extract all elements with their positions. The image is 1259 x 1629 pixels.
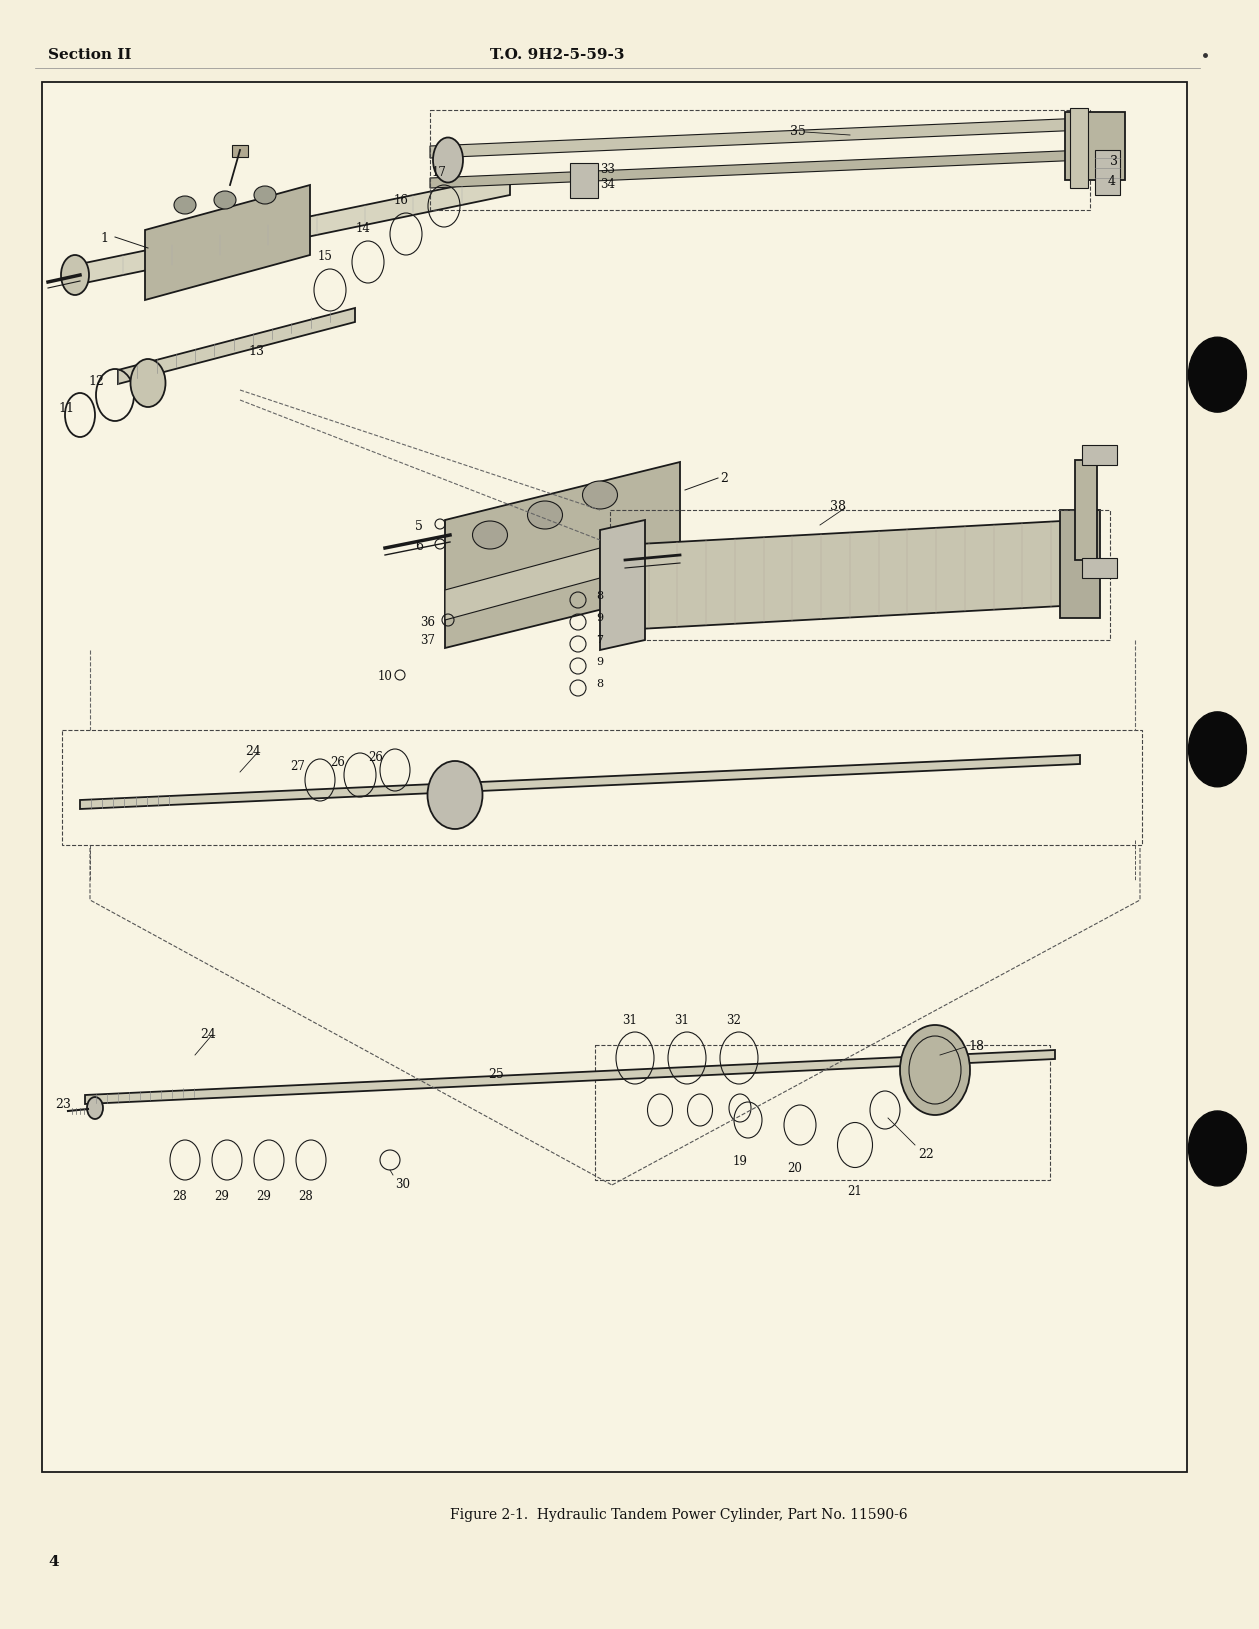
Text: 10: 10 — [378, 670, 393, 683]
Text: 32: 32 — [726, 1013, 742, 1026]
Text: 28: 28 — [172, 1191, 188, 1202]
Text: 4: 4 — [48, 1556, 59, 1569]
Ellipse shape — [433, 137, 463, 182]
Polygon shape — [1060, 510, 1100, 617]
Text: 31: 31 — [622, 1013, 637, 1026]
Bar — [62, 730, 1142, 845]
Bar — [1070, 108, 1088, 187]
Text: 27: 27 — [290, 761, 305, 774]
Text: 16: 16 — [394, 194, 408, 207]
Text: 38: 38 — [830, 500, 846, 513]
Text: 4: 4 — [1108, 174, 1115, 187]
Bar — [1075, 459, 1097, 560]
Text: 15: 15 — [317, 249, 332, 262]
Text: 37: 37 — [421, 634, 436, 647]
Bar — [570, 163, 598, 199]
Bar — [431, 111, 1090, 210]
Ellipse shape — [214, 191, 235, 209]
Text: 7: 7 — [596, 635, 603, 645]
Ellipse shape — [528, 502, 563, 529]
Polygon shape — [444, 547, 601, 621]
Text: 5: 5 — [415, 520, 423, 533]
Polygon shape — [76, 174, 510, 285]
Circle shape — [1188, 1111, 1246, 1186]
Text: 28: 28 — [298, 1191, 313, 1202]
Polygon shape — [444, 463, 680, 648]
Text: 8: 8 — [596, 591, 603, 601]
Text: 36: 36 — [421, 616, 436, 629]
Text: 17: 17 — [432, 166, 447, 179]
Text: 31: 31 — [675, 1013, 690, 1026]
Ellipse shape — [900, 1025, 969, 1114]
Text: 34: 34 — [601, 178, 614, 191]
Text: 13: 13 — [248, 345, 264, 358]
Text: 6: 6 — [415, 539, 423, 552]
Bar — [596, 1044, 1050, 1179]
Text: 26: 26 — [368, 751, 383, 764]
Ellipse shape — [60, 256, 89, 295]
Bar — [42, 81, 1187, 1473]
Polygon shape — [601, 520, 645, 650]
Ellipse shape — [428, 761, 482, 829]
Text: 20: 20 — [788, 1161, 802, 1175]
Ellipse shape — [131, 358, 165, 407]
Text: 9: 9 — [596, 613, 603, 622]
Text: 19: 19 — [733, 1155, 748, 1168]
Text: 22: 22 — [918, 1148, 934, 1161]
Bar — [611, 510, 1110, 640]
Bar — [1095, 150, 1121, 195]
Text: 8: 8 — [596, 679, 603, 689]
Text: 14: 14 — [355, 222, 370, 235]
Text: 2: 2 — [720, 472, 728, 485]
Text: 18: 18 — [968, 1039, 985, 1052]
Text: 12: 12 — [88, 375, 104, 388]
Text: Section II: Section II — [48, 47, 131, 62]
Ellipse shape — [472, 521, 507, 549]
Circle shape — [1188, 337, 1246, 412]
Polygon shape — [81, 754, 1080, 810]
Text: 29: 29 — [257, 1191, 272, 1202]
Polygon shape — [145, 186, 310, 300]
Text: 24: 24 — [246, 744, 261, 757]
Ellipse shape — [583, 481, 617, 508]
Polygon shape — [118, 308, 355, 384]
Ellipse shape — [254, 186, 276, 204]
Bar — [1081, 559, 1117, 578]
Text: 9: 9 — [596, 656, 603, 666]
Text: 3: 3 — [1110, 155, 1118, 168]
Text: Figure 2-1.  Hydraulic Tandem Power Cylinder, Part No. 11590-6: Figure 2-1. Hydraulic Tandem Power Cylin… — [449, 1508, 908, 1521]
Text: 21: 21 — [847, 1184, 862, 1197]
Polygon shape — [619, 520, 1080, 630]
Text: 35: 35 — [789, 125, 806, 138]
Text: 23: 23 — [55, 1098, 71, 1111]
Ellipse shape — [87, 1096, 103, 1119]
Ellipse shape — [174, 195, 196, 213]
Polygon shape — [86, 1051, 1055, 1104]
Text: 29: 29 — [214, 1191, 229, 1202]
Text: 30: 30 — [395, 1178, 410, 1191]
Polygon shape — [431, 150, 1085, 187]
Bar — [1081, 445, 1117, 464]
Circle shape — [1188, 712, 1246, 787]
Bar — [1065, 112, 1126, 179]
Text: 1: 1 — [99, 231, 108, 244]
Text: 11: 11 — [58, 402, 74, 415]
Bar — [232, 145, 248, 156]
Text: 26: 26 — [330, 756, 345, 769]
Text: 25: 25 — [488, 1069, 504, 1082]
Text: 24: 24 — [200, 1028, 215, 1041]
Text: T.O. 9H2-5-59-3: T.O. 9H2-5-59-3 — [490, 47, 624, 62]
Polygon shape — [431, 117, 1085, 158]
Text: 33: 33 — [601, 163, 614, 176]
